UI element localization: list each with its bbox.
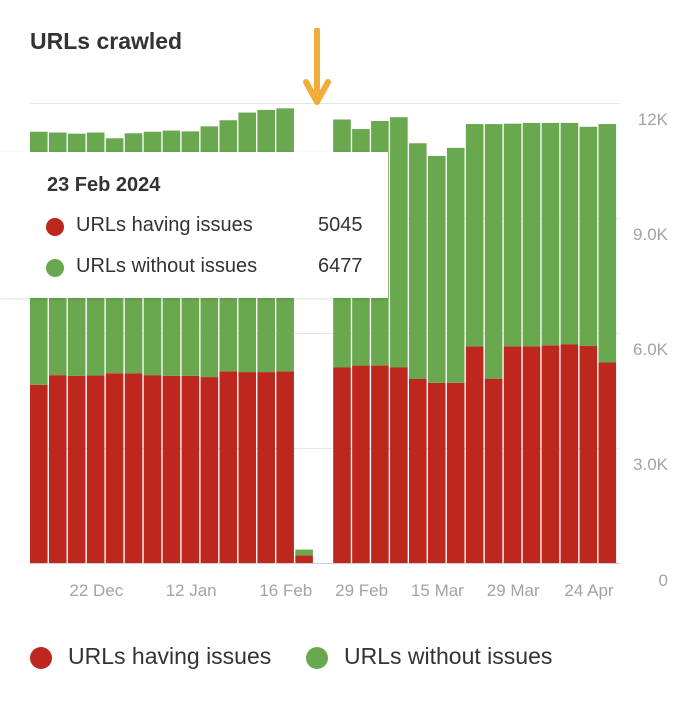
bar-having-issues[interactable] (48, 375, 67, 563)
bar-having-issues[interactable] (446, 382, 465, 563)
issues-dot-icon (46, 218, 64, 236)
chart-legend: URLs having issues URLs without issues (30, 643, 670, 673)
y-tick-label: 6.0K (633, 340, 669, 359)
bar-having-issues[interactable] (427, 382, 446, 563)
legend-label-no-issues: URLs without issues (344, 643, 553, 669)
bar-having-issues[interactable] (105, 373, 124, 563)
bar-having-issues[interactable] (371, 365, 389, 563)
x-tick-label: 22 Dec (69, 581, 123, 600)
bar-without-issues[interactable] (390, 117, 408, 368)
x-axis-ticks: 22 Dec 12 Jan 16 Feb 29 Feb 15 Mar 29 Mar 24 A… (69, 581, 614, 600)
bar-having-issues[interactable] (465, 346, 484, 563)
legend-item-no-issues[interactable]: URLs without issues (306, 643, 606, 673)
bar-having-issues[interactable] (484, 379, 503, 563)
bar-having-issues[interactable] (579, 346, 598, 563)
bar-having-issues[interactable] (257, 372, 275, 563)
bar-having-issues[interactable] (503, 346, 522, 563)
bar-having-issues[interactable] (390, 367, 408, 564)
y-axis-ticks: 0 3.0K 6.0K 9.0K 12K (633, 110, 669, 590)
bar-having-issues[interactable] (541, 345, 560, 563)
bar-without-issues[interactable] (409, 143, 427, 379)
legend-item-issues[interactable]: URLs having issues (30, 643, 300, 673)
bar-having-issues[interactable] (560, 344, 579, 564)
x-tick-label: 29 Mar (487, 581, 540, 600)
x-tick-label: 12 Jan (166, 581, 217, 600)
bar-having-issues[interactable] (86, 375, 105, 563)
bar-without-issues[interactable] (295, 549, 313, 556)
x-tick-label: 29 Feb (335, 581, 388, 600)
bar-without-issues[interactable] (541, 122, 560, 346)
bar-having-issues[interactable] (522, 346, 541, 563)
bar-without-issues[interactable] (598, 124, 617, 363)
tooltip-date: 23 Feb 2024 (47, 174, 161, 196)
bar-having-issues[interactable] (276, 371, 294, 563)
bar-without-issues[interactable] (560, 122, 579, 345)
legend-issues-dot-icon (30, 647, 52, 669)
bars (30, 108, 617, 564)
bar-having-issues[interactable] (181, 375, 200, 563)
tooltip-label-issues: URLs having issues (76, 214, 253, 236)
legend-no-issues-dot-icon (306, 647, 328, 669)
x-tick-label: 16 Feb (259, 581, 312, 600)
bar-having-issues[interactable] (143, 375, 162, 563)
bar-without-issues[interactable] (465, 124, 484, 347)
no-issues-dot-icon (46, 259, 64, 277)
bar-having-issues[interactable] (200, 377, 219, 563)
x-tick-label: 15 Mar (411, 581, 464, 600)
y-tick-label: 9.0K (633, 225, 669, 244)
bar-having-issues[interactable] (333, 367, 351, 564)
bar-having-issues[interactable] (409, 379, 427, 563)
legend-label-issues: URLs having issues (68, 643, 272, 669)
bar-without-issues[interactable] (484, 124, 503, 379)
bar-without-issues[interactable] (446, 147, 465, 383)
bar-having-issues[interactable] (238, 372, 257, 563)
bar-having-issues[interactable] (30, 384, 48, 563)
tooltip-value-issues: 5045 (318, 214, 363, 236)
tooltip-label-no-issues: URLs without issues (76, 255, 258, 277)
y-tick-label: 12K (638, 110, 669, 129)
bar-without-issues[interactable] (522, 122, 541, 347)
chart-svg: 0 3.0K 6.0K 9.0K 12K 22 Dec 12 Jan 16 Feb 29 Fe… (30, 103, 669, 600)
bar-without-issues[interactable] (427, 155, 446, 383)
bar-having-issues[interactable] (598, 362, 617, 563)
x-tick-label: 24 Apr (564, 581, 613, 600)
bar-having-issues[interactable] (124, 373, 143, 563)
bar-having-issues[interactable] (162, 375, 181, 563)
y-tick-label: 3.0K (633, 455, 669, 474)
chart-title: URLs crawled (30, 28, 183, 54)
bar-without-issues[interactable] (503, 123, 522, 347)
highlight-arrow-icon (303, 28, 331, 105)
bar-having-issues[interactable] (295, 555, 313, 563)
chart-tooltip: 23 Feb 2024 URLs having issues 5045 URLs… (0, 152, 388, 298)
bar-having-issues[interactable] (67, 375, 86, 563)
bar-without-issues[interactable] (579, 126, 598, 347)
y-tick-label: 0 (659, 571, 668, 590)
tooltip-row-issues: URLs having issues 5045 (46, 214, 376, 238)
tooltip-value-no-issues: 6477 (318, 255, 363, 277)
tooltip-row-no-issues: URLs without issues 6477 (46, 255, 376, 279)
bar-having-issues[interactable] (352, 365, 370, 563)
bar-having-issues[interactable] (219, 371, 238, 563)
